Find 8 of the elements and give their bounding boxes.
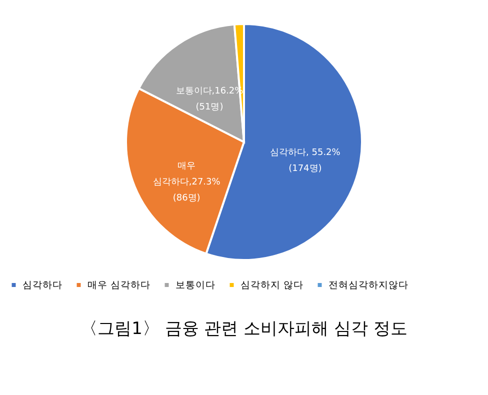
legend-label: 심각하다 — [22, 280, 62, 292]
legend-label: 매우 심각하다 — [88, 280, 151, 292]
data-label: 매우 심각하다,27.3% (86명) — [152, 161, 221, 204]
legend-label: 전혀심각하지않다 — [328, 280, 408, 292]
text: 〈그림1〉 금융 관련 소비자피해 심각 정도 — [80, 319, 408, 339]
data-label: 심각하다, 55.2% (174명) — [270, 148, 341, 174]
legend-label: 심각하지 않다 — [240, 280, 304, 292]
legend-label: 보통이다 — [176, 280, 216, 292]
